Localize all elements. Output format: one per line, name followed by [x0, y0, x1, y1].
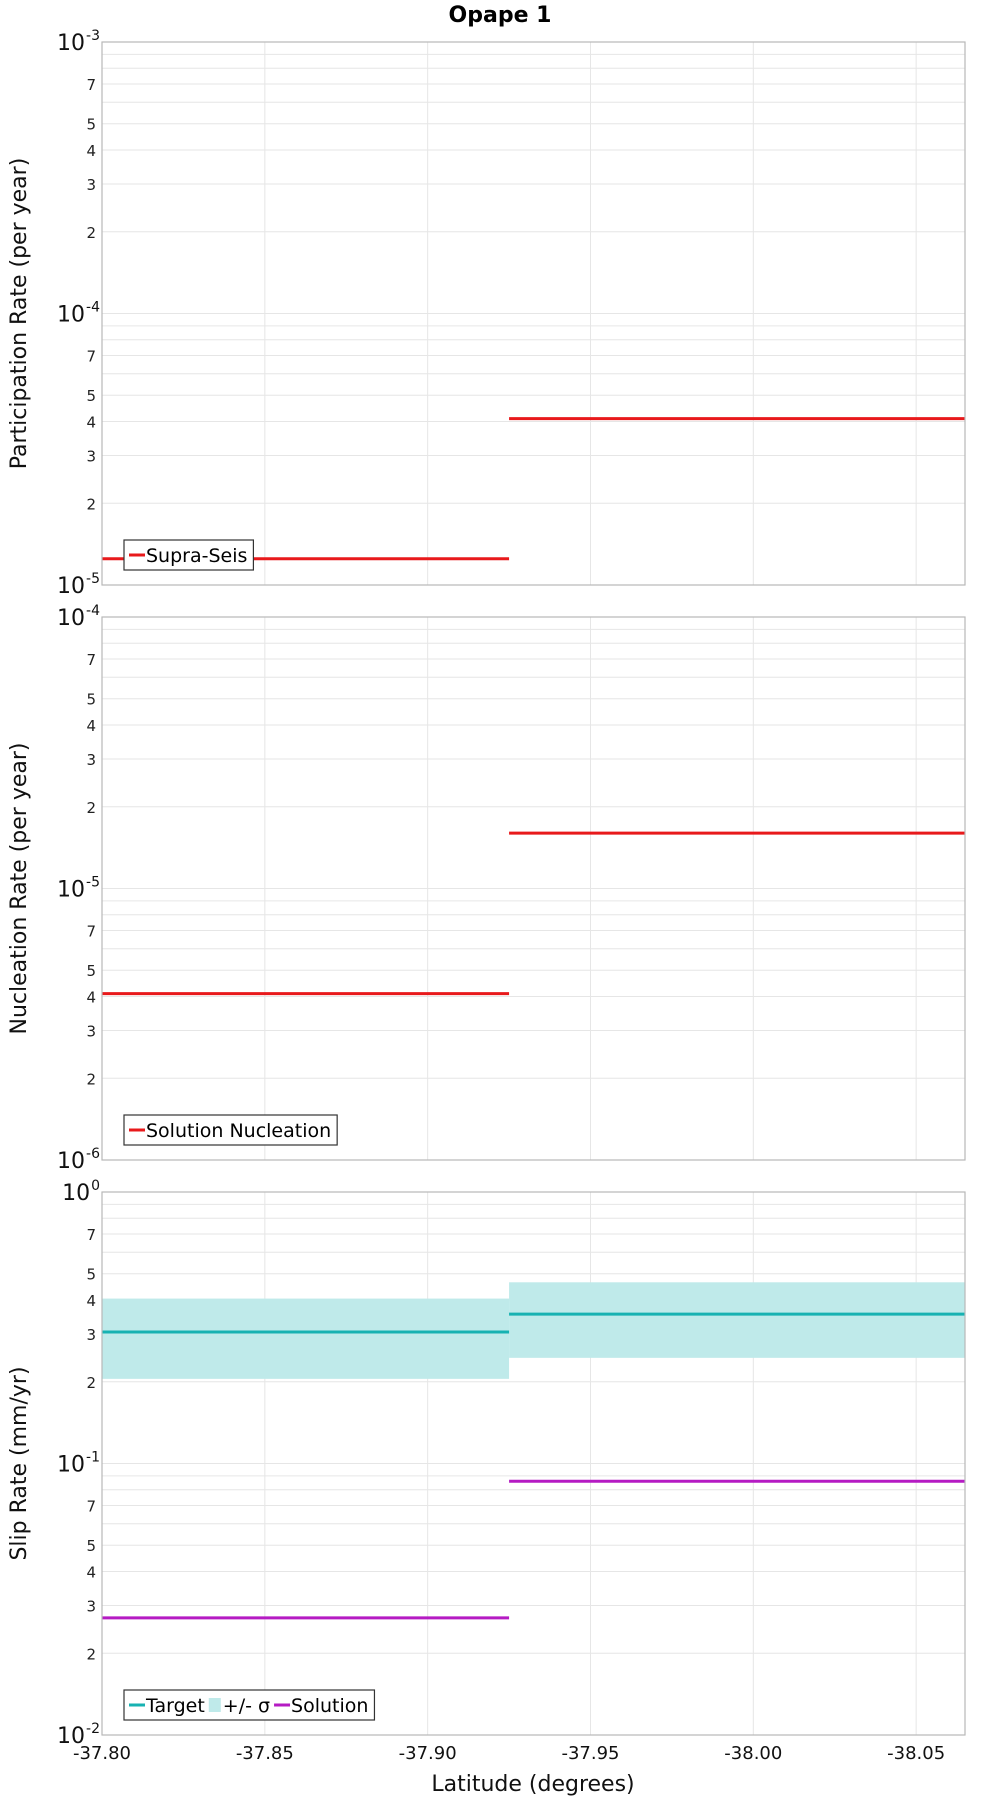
- sigma-band-segment: [509, 1282, 965, 1358]
- y-tick-label: 5: [86, 387, 96, 405]
- x-tick-label: -38.05: [887, 1743, 945, 1764]
- y-tick-label: 7: [86, 923, 96, 941]
- x-axis: -37.80 -37.85 -37.90 -37.95 -38.00 -38.05: [73, 1743, 945, 1764]
- y-tick-label: 3: [86, 751, 96, 769]
- y-tick-label: 2: [86, 1645, 96, 1663]
- x-axis-label: Latitude (degrees): [431, 1772, 634, 1797]
- y-axis-label: Participation Rate (per year): [7, 158, 32, 470]
- y-major-tick-label: 10-2: [57, 1721, 100, 1749]
- y-tick-label: 7: [86, 651, 96, 669]
- plot-frame: [101, 41, 966, 586]
- legend-box: [123, 539, 255, 571]
- y-tick-label: 4: [86, 414, 96, 432]
- y-tick-label: 7: [86, 1226, 96, 1244]
- y-major-tick-label: 10-4: [57, 300, 100, 328]
- y-tick-label: 3: [86, 447, 96, 465]
- y-tick-label: 7: [86, 76, 96, 94]
- x-tick-label: -38.00: [724, 1743, 782, 1764]
- panel-nucleation: 2 3 4 5 7 2 3 4 5 7 10-6 10-5 10-4 Nucleation Rate (p…: [7, 603, 966, 1174]
- x-tick-label: -37.80: [73, 1743, 131, 1764]
- x-tick-label: -37.85: [236, 1743, 294, 1764]
- y-axis-label: Slip Rate (mm/yr): [7, 1366, 32, 1560]
- y-major-tick-label: 10-4: [57, 603, 100, 631]
- y-tick-label: 5: [86, 691, 96, 709]
- panel-slip: 2 3 4 5 7 2 3 4 5 7 10-2 10-1 100 Slip Rate (mm/yr) Ta…: [7, 1178, 966, 1749]
- legend-label: +/- σ: [223, 1695, 270, 1717]
- panel-participation: 2 3 4 5 7 2 3 4 5 7 10-5 10-4 10-3 Participation Rate…: [7, 28, 966, 599]
- y-tick-label: 7: [86, 1498, 96, 1516]
- y-major-tick-label: 100: [62, 1178, 100, 1206]
- legend-label: Solution: [291, 1695, 368, 1717]
- y-tick-label: 5: [86, 116, 96, 134]
- y-major-tick-label: 10-5: [57, 571, 100, 599]
- chart-title: Opape 1: [449, 3, 552, 28]
- legend: Supra-Seis: [123, 539, 255, 571]
- plot-frame: [101, 616, 966, 1161]
- y-tick-label: 7: [86, 348, 96, 366]
- legend-swatch: [208, 1698, 221, 1712]
- x-tick-label: -37.95: [561, 1743, 619, 1764]
- y-tick-label: 5: [86, 962, 96, 980]
- y-tick-label: 3: [86, 176, 96, 194]
- y-major-tick-label: 10-5: [57, 875, 100, 903]
- plot-frame: [101, 1191, 966, 1736]
- y-major-tick-label: 10-6: [57, 1146, 100, 1174]
- sigma-band-segment: [102, 1298, 510, 1379]
- y-tick-label: 2: [86, 224, 96, 242]
- y-tick-label: 4: [86, 1564, 96, 1582]
- legend-label: Target: [145, 1695, 205, 1717]
- y-major-tick-label: 10-1: [57, 1450, 100, 1478]
- y-tick-label: 3: [86, 1022, 96, 1040]
- panels: 2 3 4 5 7 2 3 4 5 7 10-5 10-4 10-3 Participation Rate…: [7, 28, 966, 1749]
- y-tick-label: 3: [86, 1326, 96, 1344]
- legend-label: Solution Nucleation: [146, 1120, 331, 1142]
- y-axis-label: Nucleation Rate (per year): [7, 743, 32, 1035]
- y-major-tick-label: 10-3: [57, 28, 100, 56]
- y-tick-label: 2: [86, 1374, 96, 1392]
- y-tick-label: 4: [86, 717, 96, 735]
- legend: Target +/- σ Solution: [123, 1689, 376, 1721]
- legend: Solution Nucleation: [123, 1114, 338, 1146]
- legend-box: [123, 1689, 376, 1721]
- y-tick-label: 4: [86, 1292, 96, 1310]
- x-tick-label: -37.90: [399, 1743, 457, 1764]
- y-tick-label: 3: [86, 1597, 96, 1615]
- legend-label: Supra-Seis: [146, 545, 247, 567]
- y-tick-label: 2: [86, 799, 96, 817]
- y-tick-label: 5: [86, 1537, 96, 1555]
- y-tick-label: 4: [86, 142, 96, 160]
- y-tick-label: 4: [86, 989, 96, 1007]
- y-tick-label: 2: [86, 495, 96, 513]
- y-tick-label: 5: [86, 1266, 96, 1284]
- y-tick-label: 2: [86, 1070, 96, 1088]
- legend-box: [123, 1114, 338, 1146]
